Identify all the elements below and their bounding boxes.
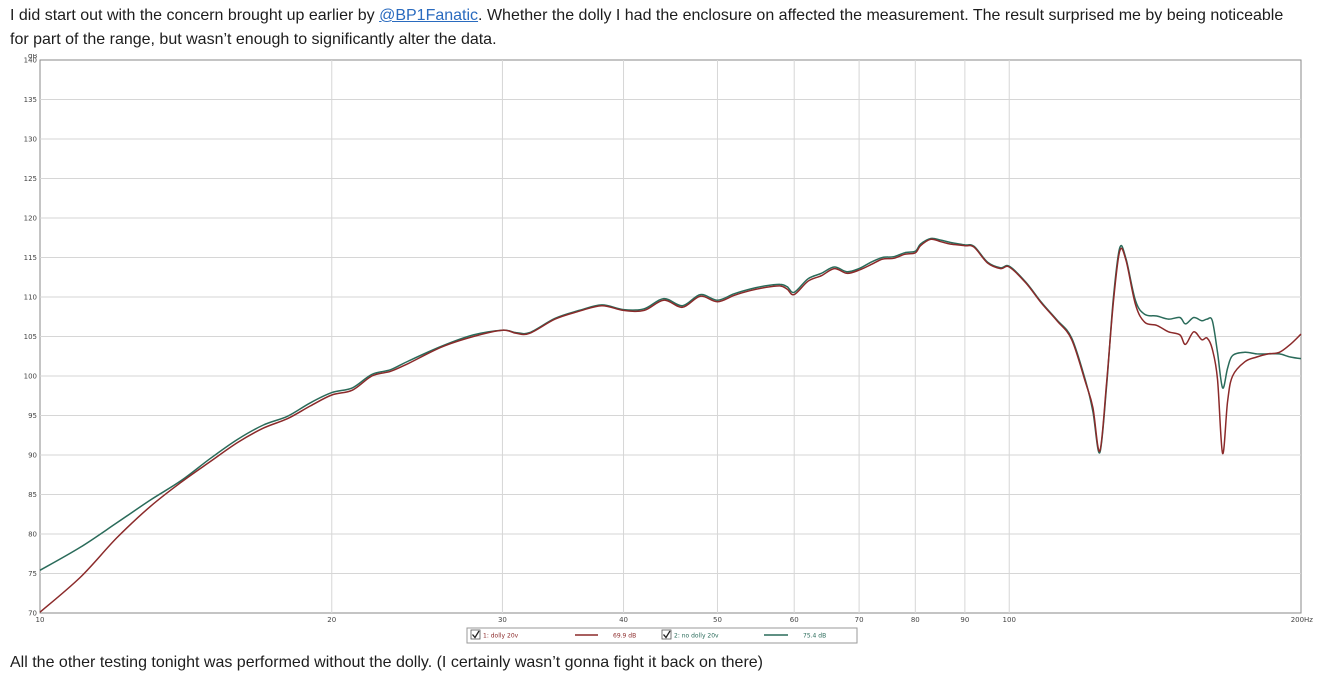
y-tick-label: 135 — [24, 96, 37, 104]
frequency-response-chart: 707580859095100105110115120125130135140 … — [24, 54, 1314, 644]
x-tick-label: 60 — [790, 616, 799, 624]
y-axis-ticks: 70 75 80 85 90 95 100 105 110 115 120 125 130 135 140 — [24, 57, 37, 618]
legend-checkbox-series-2[interactable] — [661, 629, 672, 640]
y-tick-label: 70 — [28, 610, 37, 618]
y-axis-unit-label: dB — [28, 54, 37, 60]
x-tick-label: 70 — [855, 616, 864, 624]
y-tick-label: 120 — [24, 215, 37, 223]
y-tick-label: 100 — [24, 373, 37, 381]
x-tick-label: 100 — [1003, 616, 1016, 624]
legend-value-series-1: 69.9 dB — [613, 633, 636, 640]
x-tick-label: 10 — [36, 616, 45, 624]
para1-text-before: I did start out with the concern brought… — [10, 7, 380, 24]
y-tick-label: 105 — [24, 333, 37, 341]
post-paragraph-2: All the other testing tonight was perfor… — [10, 654, 763, 671]
y-tick-label: 95 — [28, 412, 37, 420]
para1-text-after: . Whether the dolly I had the enclosure … — [10, 7, 1284, 48]
x-tick-label: 30 — [498, 616, 507, 624]
y-tick-label: 80 — [28, 531, 37, 539]
legend-name-series-1: 1: dolly 20v — [483, 633, 519, 640]
x-tick-label: 50 — [713, 616, 722, 624]
y-tick-label: 90 — [28, 452, 37, 460]
user-mention-link[interactable]: @BP1Fanatic — [379, 7, 479, 24]
y-tick-label: 115 — [24, 254, 37, 262]
y-tick-label: 125 — [24, 175, 37, 183]
checkmark-icon — [663, 630, 671, 639]
x-tick-label: 40 — [619, 616, 628, 624]
legend-checkbox-series-1[interactable] — [470, 629, 481, 640]
y-tick-label: 110 — [24, 294, 37, 302]
x-tick-label: 90 — [960, 616, 969, 624]
x-axis-ticks: 10 20 30 40 50 60 70 80 90 100 200Hz — [36, 616, 1314, 624]
series-line-2 — [39, 237, 1302, 571]
legend-name-series-2: 2: no dolly 20v — [674, 633, 719, 640]
x-tick-label: 80 — [911, 616, 920, 624]
y-tick-label: 75 — [28, 570, 37, 578]
chart-legend: 1: dolly 20v 69.9 dB 2: no dolly 20v 75.… — [466, 627, 858, 644]
post-paragraph-1: I did start out with the concern brought… — [10, 4, 1300, 52]
grid-lines — [40, 60, 1301, 613]
y-tick-label: 140 — [24, 57, 37, 65]
x-tick-label: 200Hz — [1291, 616, 1314, 624]
series-layer — [39, 237, 1302, 613]
checkmark-icon — [472, 630, 480, 639]
series-line-1 — [39, 238, 1302, 613]
y-tick-label: 85 — [28, 491, 37, 499]
y-tick-label: 130 — [24, 136, 37, 144]
x-tick-label: 20 — [327, 616, 336, 624]
legend-value-series-2: 75.4 dB — [803, 633, 826, 640]
